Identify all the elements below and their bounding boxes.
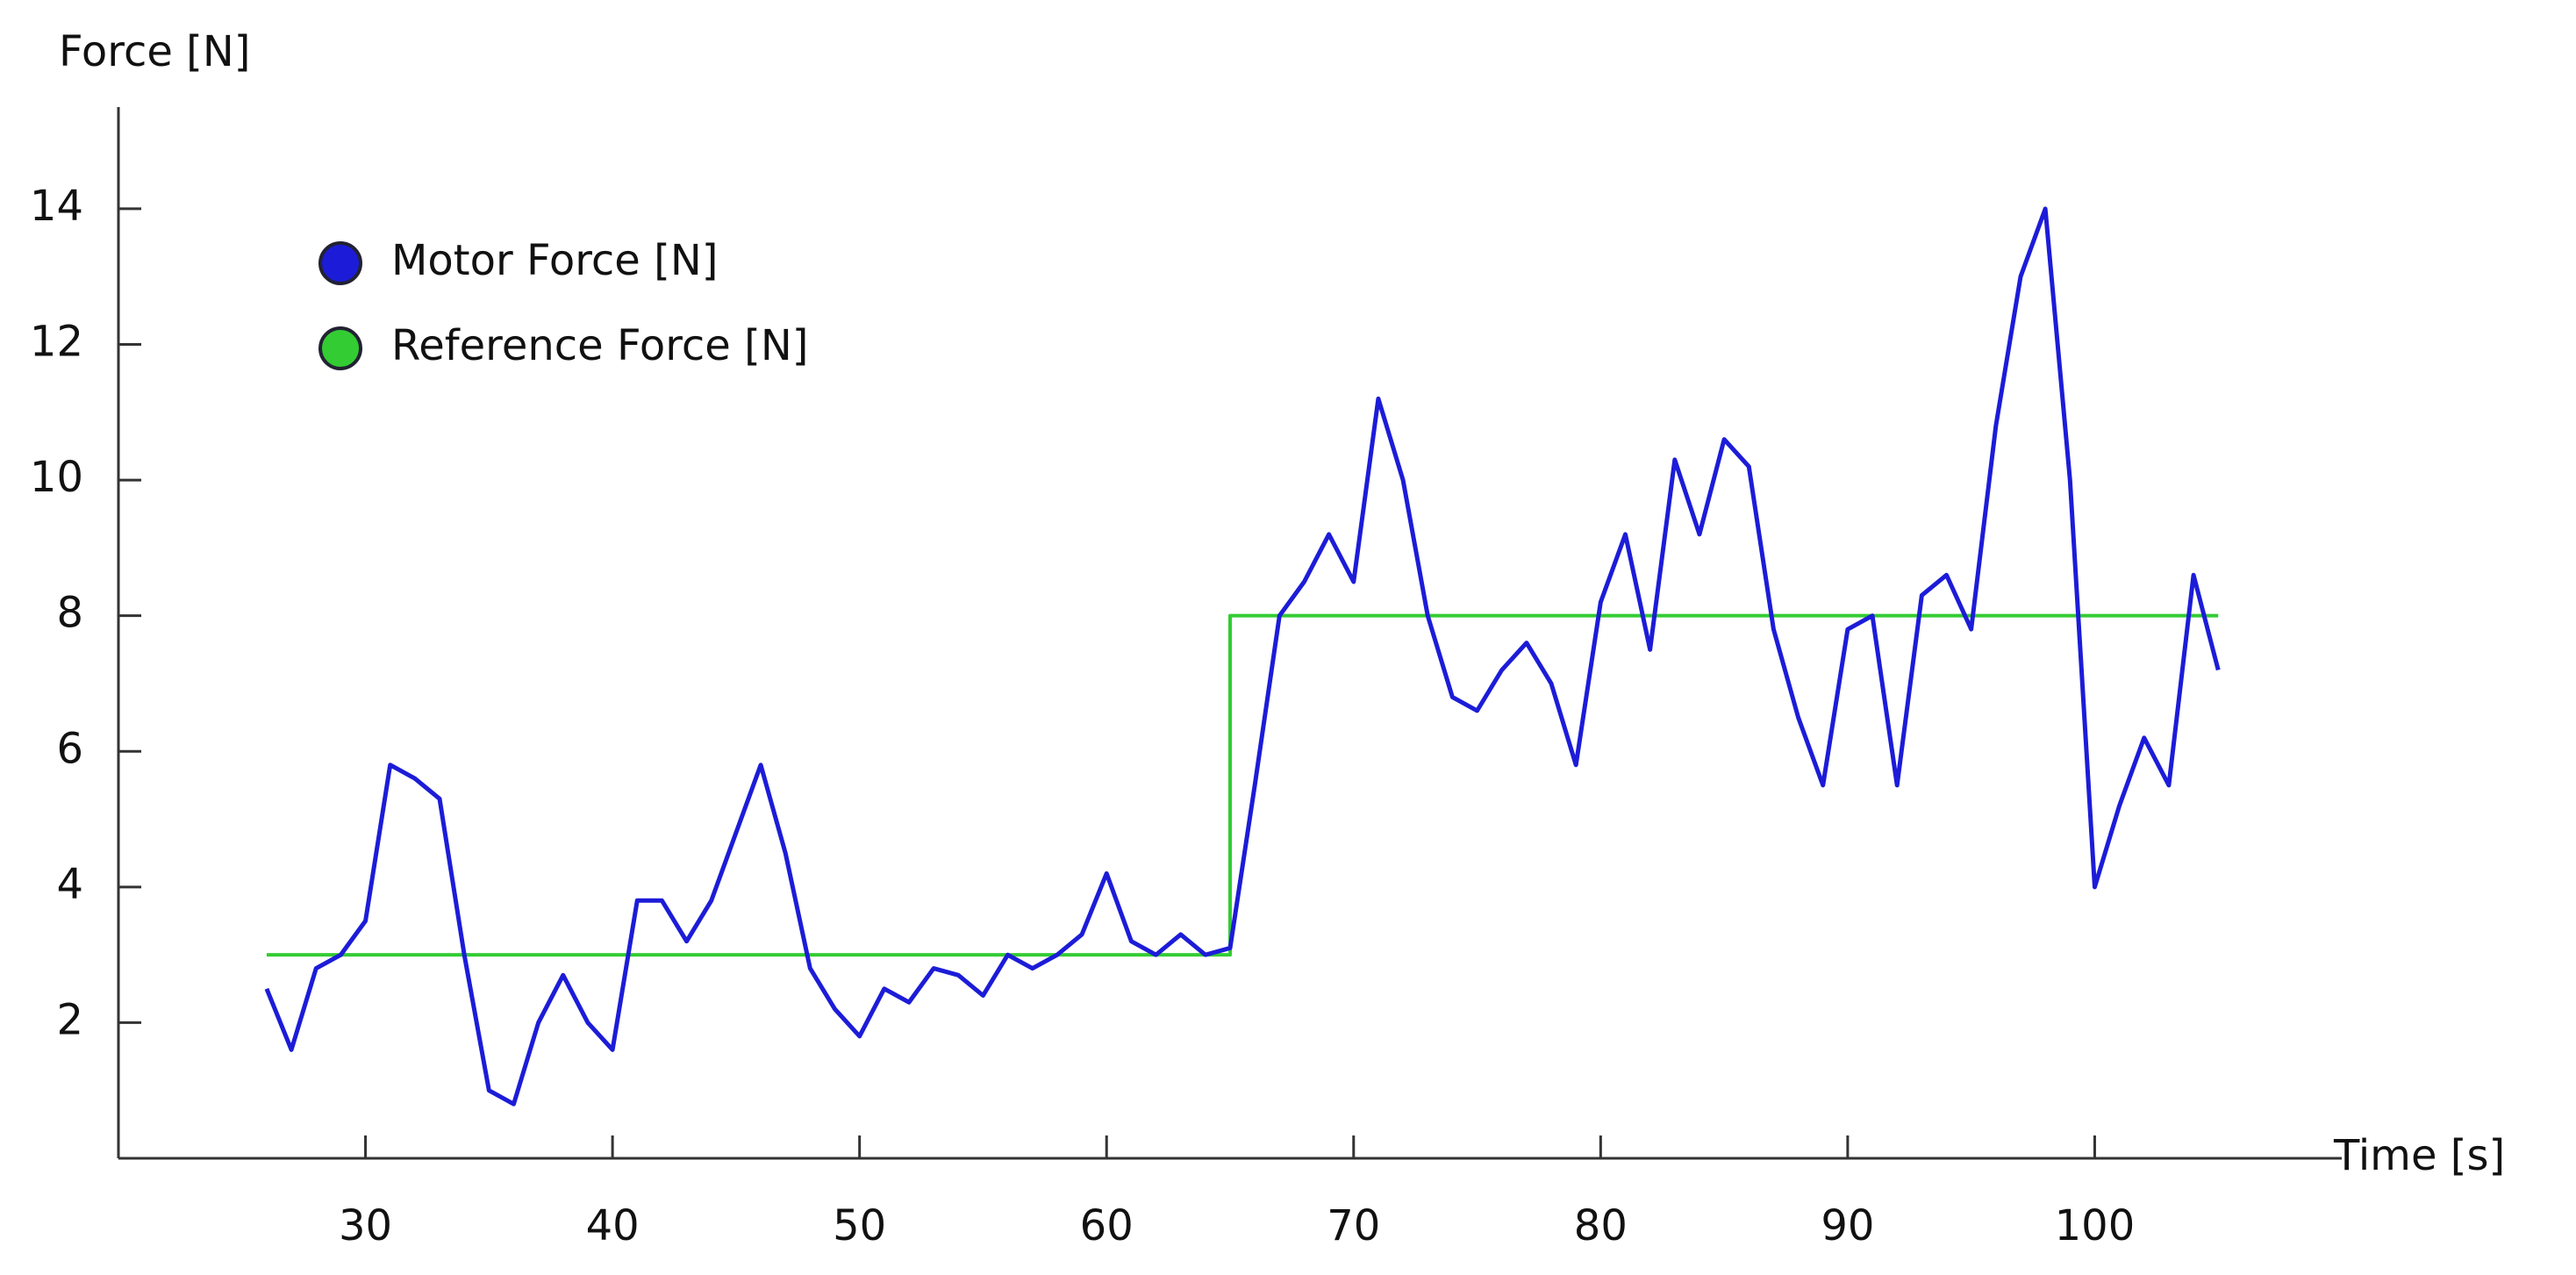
y-tick-label: 6 <box>56 724 83 773</box>
series-line <box>266 613 2219 957</box>
series-line <box>264 206 2221 1107</box>
x-tick-label: 40 <box>586 1201 640 1250</box>
y-tick-label: 12 <box>30 318 83 367</box>
x-axis-label: Time [s] <box>2333 1131 2505 1180</box>
y-axis-label: Force [N] <box>59 27 250 76</box>
x-tick-label: 70 <box>1327 1201 1380 1250</box>
legend-marker <box>318 326 362 370</box>
x-tick-label: 90 <box>1821 1201 1874 1250</box>
y-tick-label: 4 <box>56 860 83 909</box>
x-tick-label: 60 <box>1080 1201 1134 1250</box>
x-tick-label: 80 <box>1574 1201 1628 1250</box>
legend-label: Reference Force [N] <box>391 321 808 370</box>
y-tick-label: 14 <box>30 182 83 231</box>
y-tick-label: 10 <box>30 453 83 502</box>
legend-marker <box>318 241 362 285</box>
x-tick-label: 30 <box>339 1201 392 1250</box>
x-tick-label: 100 <box>2055 1201 2136 1250</box>
y-tick-label: 8 <box>56 589 83 638</box>
legend-label: Motor Force [N] <box>391 236 718 285</box>
x-tick-label: 50 <box>833 1201 886 1250</box>
y-tick-label: 2 <box>56 995 83 1044</box>
